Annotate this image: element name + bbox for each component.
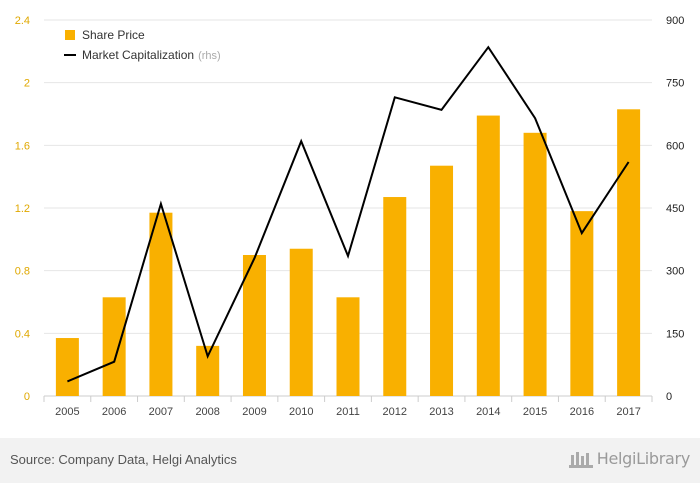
bar-share-price-2007 [149,212,173,396]
bar-share-price-2009 [242,255,266,396]
right-tick-label: 600 [666,140,684,152]
bar-share-price-2006 [102,297,126,396]
left-tick-label: 1.2 [15,203,30,215]
right-tick-label: 0 [666,391,672,403]
x-tick-label: 2016 [570,406,594,418]
library-icon [568,451,593,468]
legend-swatch-share-price [65,30,75,40]
x-tick-label: 2012 [383,406,407,418]
legend-label-share-price: Share Price [82,28,145,42]
bar-share-price-2011 [336,297,360,396]
source-note: Source: Company Data, Helgi Analytics [10,452,237,467]
x-tick-label: 2007 [149,406,173,418]
left-tick-label: 1.6 [15,140,30,152]
right-tick-label: 300 [666,266,684,278]
legend-label-market-cap: Market Capitalization (rhs) [82,48,221,62]
x-tick-label: 2005 [55,406,79,418]
x-tick-label: 2015 [523,406,547,418]
left-axis-ticks: 0 0.4 0.8 1.2 1.6 2 2.4 [15,15,30,403]
right-axis-ticks: 0 150 300 450 600 750 900 [666,15,684,403]
x-tick-label: 2014 [476,406,500,418]
bar-share-price-2013 [430,165,454,396]
x-tick-label: 2013 [429,406,453,418]
left-tick-label: 2.4 [15,15,30,27]
bar-share-price-2017 [617,109,641,397]
right-tick-label: 150 [666,328,684,340]
bar-share-price-2014 [476,115,500,397]
right-tick-label: 450 [666,203,684,215]
grid-lines [43,19,653,402]
bar-share-price-2008 [196,345,220,396]
combo-chart: 0 0.4 0.8 1.2 1.6 2 2.4 0 150 300 450 600 750 900 20… [15,15,685,418]
x-tick-label: 2008 [195,406,219,418]
x-axis-ticks: 2005 2006 2007 2008 2009 2010 2011 2012 2013 2014… [55,406,641,418]
bar-share-price-2016 [570,211,594,396]
helgi-library-logo[interactable]: HelgiLibrary [568,449,691,468]
bar-share-price-2005 [55,338,79,396]
left-tick-label: 0.4 [15,328,30,340]
logo-text: HelgiLibrary [596,449,691,468]
share-price-bars [55,109,641,397]
market-cap-line [67,45,630,383]
x-tick-label: 2017 [616,406,640,418]
left-tick-label: 0.8 [15,266,30,278]
left-tick-label: 0 [24,391,30,403]
line-market-cap [67,45,630,383]
legend-rhs-note: (rhs) [198,50,221,62]
bar-share-price-2015 [523,132,547,397]
right-tick-label: 750 [666,78,684,90]
bar-share-price-2010 [289,248,313,396]
x-tick-label: 2011 [336,406,360,418]
legend-market-cap-text: Market Capitalization [82,48,194,62]
legend: Share Price Market Capitalization (rhs) [64,28,221,62]
right-tick-label: 900 [666,15,684,27]
x-tick-label: 2009 [242,406,266,418]
x-tick-label: 2010 [289,406,313,418]
bar-share-price-2012 [383,197,407,396]
x-tick-label: 2006 [102,406,126,418]
left-tick-label: 2 [24,78,30,90]
footer: Source: Company Data, Helgi Analytics He… [0,438,700,483]
